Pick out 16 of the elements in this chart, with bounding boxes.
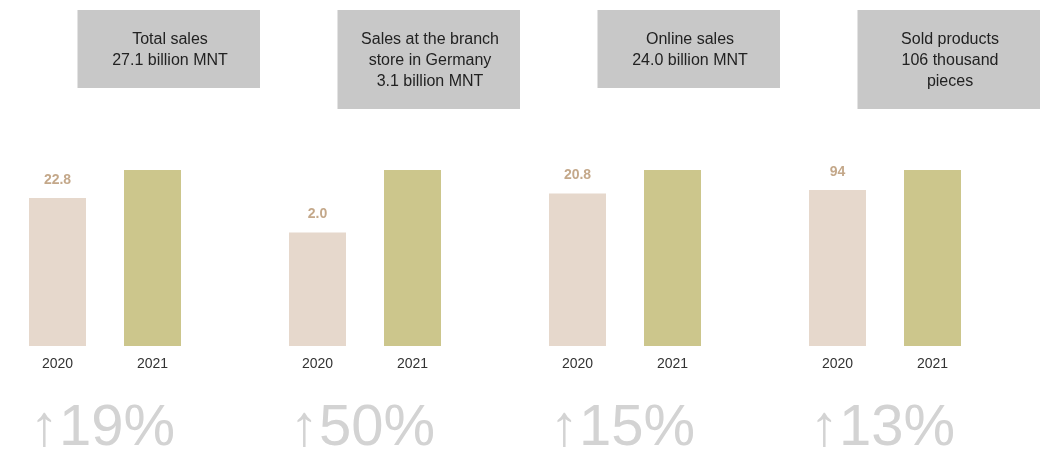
x-tick-label: 2020 bbox=[301, 355, 334, 371]
chart-title: Sold products 106 thousand pieces bbox=[901, 30, 999, 89]
x-tick-label: 2021 bbox=[396, 355, 429, 371]
data-label: 20.8 bbox=[563, 166, 592, 183]
chart-title: Total sales 27.1 billion MNT bbox=[112, 30, 229, 68]
x-tick-label: 2021 bbox=[136, 355, 169, 371]
chart-title: Online sales 24.0 billion MNT bbox=[632, 30, 749, 68]
x-tick-label: 2021 bbox=[916, 355, 949, 371]
chart-title: Sales at the branch store in Germany 3.1 billion MNT bbox=[361, 30, 499, 89]
data-label: 94 bbox=[829, 162, 846, 179]
x-tick-label: 2020 bbox=[561, 355, 594, 371]
x-tick-label: 2020 bbox=[821, 355, 854, 371]
x-tick-label: 2021 bbox=[656, 355, 689, 371]
x-tick-label: 2020 bbox=[41, 355, 74, 371]
data-label: 2.0 bbox=[307, 205, 328, 222]
data-label: 22.8 bbox=[43, 170, 72, 187]
